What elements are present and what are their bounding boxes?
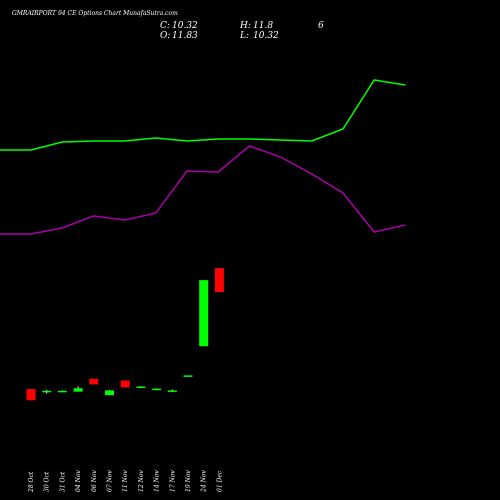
candle-24-nov — [199, 280, 209, 347]
x-tick-label: 31 Oct — [59, 471, 66, 492]
open-value: 11.83 — [172, 31, 198, 41]
candle-body — [73, 388, 83, 392]
close-value: 10.32 — [172, 21, 198, 31]
candle-body — [120, 380, 130, 388]
x-tick-label: 24 Nov — [201, 470, 208, 493]
x-axis-ticks: 28 Oct 30 Oct 31 Oct 04 Nov 06 Nov 07 Nov 11 N… — [28, 470, 223, 493]
candle-body — [105, 390, 114, 396]
candle-body — [167, 390, 177, 392]
candle-body — [183, 375, 193, 377]
candle-28-oct — [26, 389, 36, 401]
x-tick-label: 01 Dec — [216, 470, 223, 492]
high-label: H: — [239, 21, 251, 31]
candle-01-dec — [214, 268, 224, 293]
x-tick-label: 17 Nov — [169, 470, 176, 492]
candle-07-nov — [105, 389, 114, 396]
x-tick-label: 11 Nov — [122, 470, 129, 492]
candles — [26, 268, 224, 401]
x-tick-label: 14 Nov — [154, 470, 161, 492]
low-label: L: — [239, 31, 249, 41]
candle-body — [136, 386, 146, 389]
candle-12-nov — [136, 386, 146, 389]
x-tick-label: 12 Nov — [138, 470, 145, 492]
x-tick-label: 04 Nov — [75, 470, 82, 492]
candle-body — [152, 388, 162, 391]
candle-17-nov — [167, 389, 177, 393]
x-tick-label: 19 Nov — [185, 470, 192, 492]
indicator-lines — [0, 79, 406, 235]
low-value: 10.32 — [253, 31, 279, 41]
candle-14-nov — [152, 388, 162, 391]
candle-body — [26, 389, 36, 401]
x-tick-label: 28 Oct — [28, 471, 35, 493]
candle-11-nov — [120, 380, 130, 388]
open-label: O: — [160, 31, 170, 41]
candle-06-nov — [89, 378, 99, 385]
magenta-indicator-line — [0, 145, 406, 235]
candle-body — [57, 390, 67, 393]
x-tick-label: 07 Nov — [107, 470, 114, 492]
green-indicator-line — [0, 79, 406, 151]
chart-title: GMRAIRPORT 94 CE Options Chart MunafaSut… — [12, 10, 178, 17]
candle-body — [214, 268, 224, 293]
x-tick-label: 06 Nov — [91, 470, 98, 492]
candle-body — [89, 378, 99, 385]
candle-30-oct — [42, 389, 52, 394]
candle-04-nov — [73, 386, 83, 392]
candle-31-oct — [57, 390, 67, 393]
candle-19-nov — [183, 375, 193, 377]
candle-body — [42, 390, 52, 393]
close-label: C: — [160, 21, 170, 31]
candle-body — [199, 280, 209, 347]
high-value: 11.8 — [253, 21, 273, 31]
ohlc-readout: C: 10.32 H: 11.8 6 O: 11.83 L: 10.32 — [160, 21, 324, 41]
x-tick-label: 30 Oct — [44, 471, 51, 492]
ohlc-extra: 6 — [318, 21, 324, 31]
